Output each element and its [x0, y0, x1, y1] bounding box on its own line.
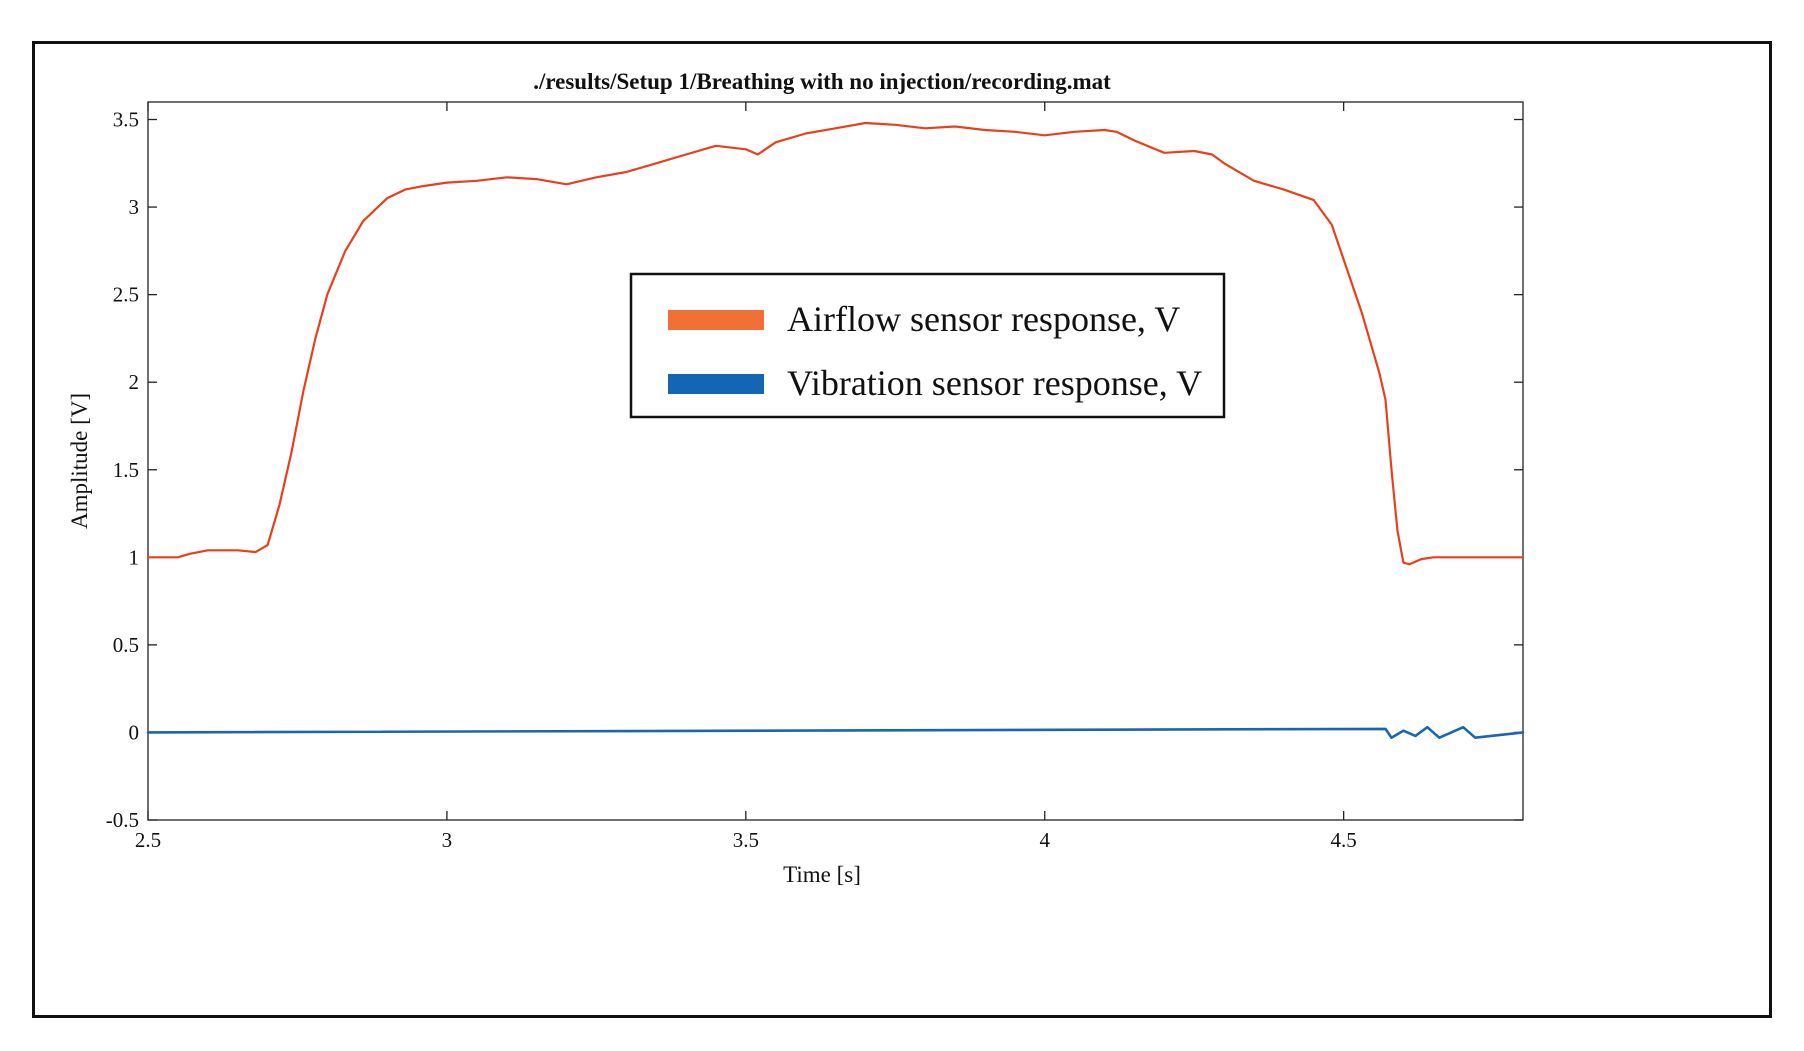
x-tick-label: 3.5	[733, 828, 759, 852]
legend-swatch-vibration	[668, 374, 764, 394]
line-chart: ./results/Setup 1/Breathing with no inje…	[67, 69, 1525, 887]
legend: Airflow sensor response, V Vibration sen…	[629, 272, 1226, 419]
y-tick-label: 3.5	[113, 108, 139, 132]
y-tick-label: 1.5	[113, 458, 139, 482]
y-tick-label: 1	[129, 545, 140, 569]
series-line-vibration	[146, 725, 1525, 740]
y-tick-label: 2.5	[113, 283, 139, 307]
x-tick-label: 3	[442, 828, 453, 852]
y-tick-label: 0.5	[113, 633, 139, 657]
axis-ticks: 2.5 3 3.5 4 4.5 -0.5 0 0.5 1 1.5 2 2.5 3 3.5	[106, 102, 1523, 852]
series-line-airflow	[146, 121, 1525, 566]
legend-label-airflow: Airflow sensor response, V	[787, 299, 1180, 339]
x-tick-label: 2.5	[135, 828, 161, 852]
x-tick-label: 4.5	[1331, 828, 1357, 852]
legend-swatch-airflow	[668, 310, 764, 330]
figure-frame: ./results/Setup 1/Breathing with no inje…	[32, 41, 1772, 1018]
y-tick-label: 0	[129, 720, 140, 744]
series-lines	[146, 121, 1525, 740]
x-tick-label: 4	[1039, 828, 1050, 852]
y-tick-label: 2	[129, 370, 140, 394]
plot-area	[147, 101, 1524, 821]
x-axis-title: Time [s]	[783, 862, 861, 887]
y-axis-title: Amplitude [V]	[67, 393, 92, 529]
y-tick-label: 3	[129, 195, 140, 219]
legend-label-vibration: Vibration sensor response, V	[787, 363, 1202, 403]
y-tick-label: -0.5	[106, 808, 139, 832]
chart-title: ./results/Setup 1/Breathing with no inje…	[533, 69, 1111, 94]
